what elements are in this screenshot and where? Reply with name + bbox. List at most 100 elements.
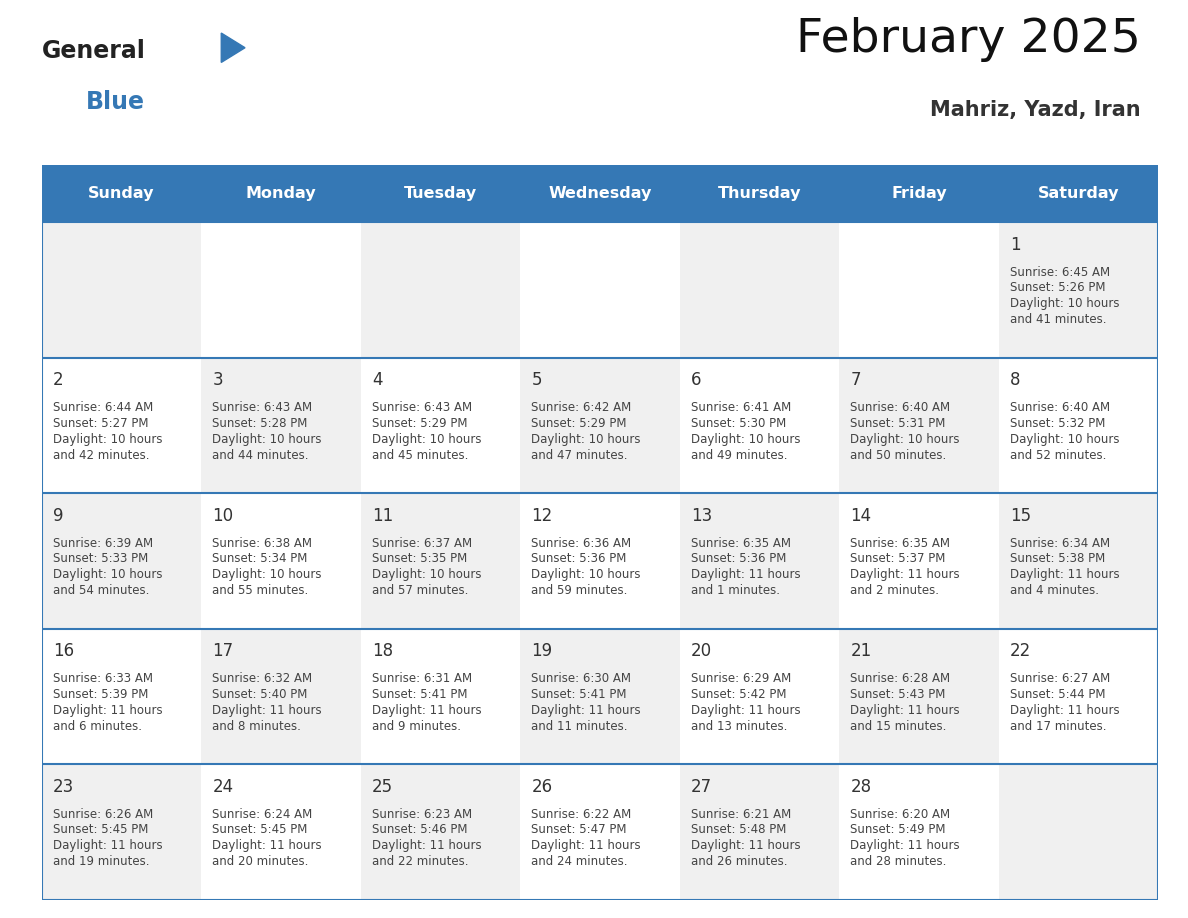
Text: Daylight: 11 hours: Daylight: 11 hours [851, 704, 960, 717]
Text: Sunset: 5:41 PM: Sunset: 5:41 PM [531, 688, 627, 701]
Text: 11: 11 [372, 507, 393, 525]
Text: Daylight: 11 hours: Daylight: 11 hours [213, 704, 322, 717]
Text: Sunrise: 6:38 AM: Sunrise: 6:38 AM [213, 536, 312, 550]
Text: and 44 minutes.: and 44 minutes. [213, 449, 309, 462]
Text: Daylight: 10 hours: Daylight: 10 hours [1010, 433, 1119, 446]
Text: Daylight: 11 hours: Daylight: 11 hours [372, 839, 481, 853]
Text: Daylight: 11 hours: Daylight: 11 hours [1010, 568, 1119, 581]
Text: and 9 minutes.: and 9 minutes. [372, 720, 461, 733]
Text: Thursday: Thursday [718, 186, 801, 201]
Bar [361, 764, 520, 900]
Text: Daylight: 11 hours: Daylight: 11 hours [851, 568, 960, 581]
Text: 12: 12 [531, 507, 552, 525]
Text: Sunday: Sunday [88, 186, 154, 201]
Text: Sunset: 5:36 PM: Sunset: 5:36 PM [531, 553, 627, 565]
Bar [42, 764, 201, 900]
Bar [201, 222, 361, 358]
Text: Daylight: 11 hours: Daylight: 11 hours [1010, 704, 1119, 717]
Bar [520, 358, 680, 493]
Text: and 11 minutes.: and 11 minutes. [531, 720, 627, 733]
Text: 2: 2 [52, 371, 63, 389]
Text: 28: 28 [851, 778, 872, 796]
Text: and 4 minutes.: and 4 minutes. [1010, 585, 1099, 598]
Text: and 1 minutes.: and 1 minutes. [691, 585, 779, 598]
Text: Sunset: 5:30 PM: Sunset: 5:30 PM [691, 417, 786, 430]
Bar [999, 358, 1158, 493]
Text: 22: 22 [1010, 643, 1031, 660]
Text: Sunrise: 6:34 AM: Sunrise: 6:34 AM [1010, 536, 1110, 550]
Text: Sunset: 5:31 PM: Sunset: 5:31 PM [851, 417, 946, 430]
Text: and 47 minutes.: and 47 minutes. [531, 449, 627, 462]
Text: Sunset: 5:39 PM: Sunset: 5:39 PM [52, 688, 148, 701]
Text: 25: 25 [372, 778, 393, 796]
Text: and 8 minutes.: and 8 minutes. [213, 720, 301, 733]
Text: and 26 minutes.: and 26 minutes. [691, 856, 788, 868]
Text: 16: 16 [52, 643, 74, 660]
Bar [42, 358, 201, 493]
Text: Daylight: 11 hours: Daylight: 11 hours [851, 839, 960, 853]
Text: Sunset: 5:41 PM: Sunset: 5:41 PM [372, 688, 467, 701]
Bar [361, 629, 520, 764]
Text: 24: 24 [213, 778, 233, 796]
Text: and 55 minutes.: and 55 minutes. [213, 585, 309, 598]
Text: Sunset: 5:37 PM: Sunset: 5:37 PM [851, 553, 946, 565]
Text: Daylight: 10 hours: Daylight: 10 hours [691, 433, 801, 446]
Text: Sunrise: 6:31 AM: Sunrise: 6:31 AM [372, 672, 472, 685]
Bar [680, 222, 839, 358]
Text: and 41 minutes.: and 41 minutes. [1010, 313, 1106, 327]
Text: Daylight: 10 hours: Daylight: 10 hours [851, 433, 960, 446]
Bar [680, 358, 839, 493]
Text: 13: 13 [691, 507, 712, 525]
Text: Wednesday: Wednesday [548, 186, 652, 201]
Text: Sunset: 5:33 PM: Sunset: 5:33 PM [52, 553, 148, 565]
Text: and 54 minutes.: and 54 minutes. [52, 585, 150, 598]
Bar [999, 222, 1158, 358]
Text: and 59 minutes.: and 59 minutes. [531, 585, 627, 598]
Text: Sunset: 5:35 PM: Sunset: 5:35 PM [372, 553, 467, 565]
Text: and 13 minutes.: and 13 minutes. [691, 720, 788, 733]
Text: Sunrise: 6:44 AM: Sunrise: 6:44 AM [52, 401, 153, 414]
Bar [680, 629, 839, 764]
Text: 23: 23 [52, 778, 74, 796]
Text: Daylight: 10 hours: Daylight: 10 hours [372, 433, 481, 446]
Bar [680, 493, 839, 629]
Text: Sunrise: 6:22 AM: Sunrise: 6:22 AM [531, 808, 632, 821]
Text: Daylight: 11 hours: Daylight: 11 hours [52, 839, 163, 853]
Text: Sunrise: 6:39 AM: Sunrise: 6:39 AM [52, 536, 153, 550]
Text: 9: 9 [52, 507, 63, 525]
Text: 27: 27 [691, 778, 712, 796]
Bar [201, 358, 361, 493]
Text: Daylight: 11 hours: Daylight: 11 hours [52, 704, 163, 717]
Text: Sunset: 5:38 PM: Sunset: 5:38 PM [1010, 553, 1105, 565]
Text: Sunrise: 6:26 AM: Sunrise: 6:26 AM [52, 808, 153, 821]
Text: Sunset: 5:45 PM: Sunset: 5:45 PM [213, 823, 308, 836]
Text: February 2025: February 2025 [796, 17, 1140, 62]
Bar [839, 222, 999, 358]
Text: 14: 14 [851, 507, 872, 525]
Text: 8: 8 [1010, 371, 1020, 389]
Text: Sunset: 5:29 PM: Sunset: 5:29 PM [531, 417, 627, 430]
Text: Sunrise: 6:24 AM: Sunrise: 6:24 AM [213, 808, 312, 821]
Text: Sunset: 5:48 PM: Sunset: 5:48 PM [691, 823, 786, 836]
Text: Sunrise: 6:43 AM: Sunrise: 6:43 AM [372, 401, 472, 414]
Bar [999, 493, 1158, 629]
Text: Sunrise: 6:35 AM: Sunrise: 6:35 AM [851, 536, 950, 550]
Bar [999, 629, 1158, 764]
Bar [839, 629, 999, 764]
Bar [361, 358, 520, 493]
Text: 7: 7 [851, 371, 861, 389]
Text: 3: 3 [213, 371, 223, 389]
Text: and 45 minutes.: and 45 minutes. [372, 449, 468, 462]
Bar [42, 222, 201, 358]
Bar [839, 764, 999, 900]
Text: and 17 minutes.: and 17 minutes. [1010, 720, 1106, 733]
Bar [201, 764, 361, 900]
Text: Sunset: 5:28 PM: Sunset: 5:28 PM [213, 417, 308, 430]
Text: Sunset: 5:45 PM: Sunset: 5:45 PM [52, 823, 148, 836]
Text: Sunrise: 6:36 AM: Sunrise: 6:36 AM [531, 536, 632, 550]
Text: Sunrise: 6:23 AM: Sunrise: 6:23 AM [372, 808, 472, 821]
Polygon shape [221, 33, 245, 62]
Text: and 15 minutes.: and 15 minutes. [851, 720, 947, 733]
Text: and 24 minutes.: and 24 minutes. [531, 856, 627, 868]
Text: and 49 minutes.: and 49 minutes. [691, 449, 788, 462]
